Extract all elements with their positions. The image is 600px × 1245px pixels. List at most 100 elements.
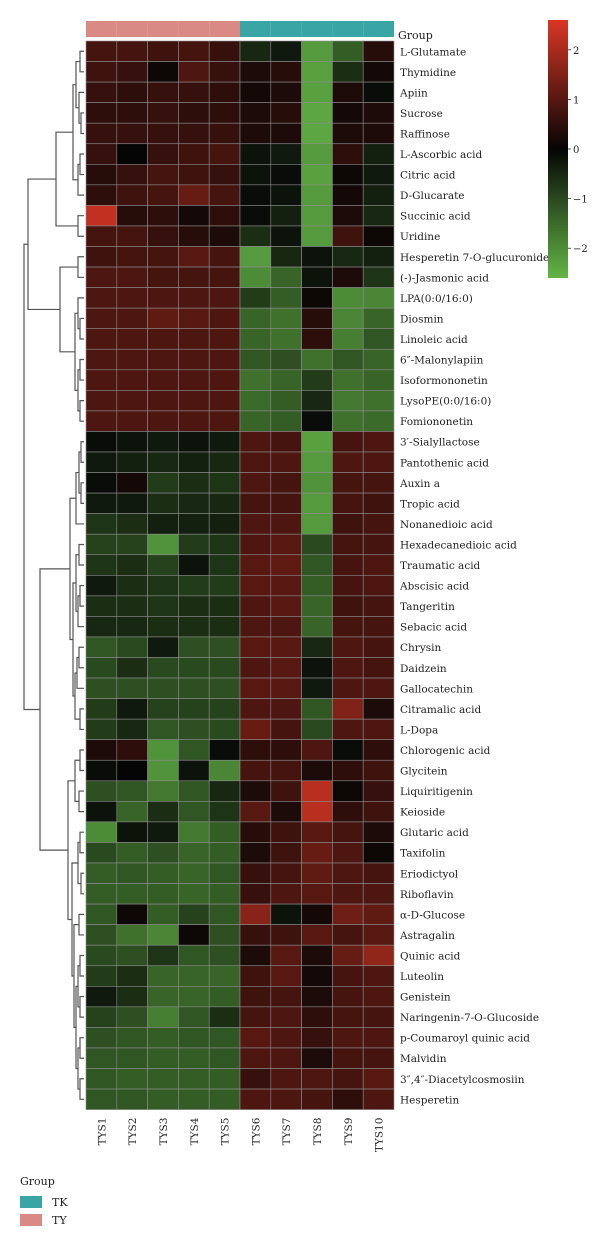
heatmap-cell [85, 1047, 118, 1069]
heatmap-cell [116, 513, 148, 535]
heatmap-cell [239, 348, 272, 371]
heatmap-cell [147, 1027, 179, 1049]
heatmap-cell [332, 718, 364, 741]
heatmap-cell [239, 718, 272, 741]
heatmap-cell [332, 801, 364, 823]
heatmap-cell [85, 184, 118, 206]
heatmap-cell [362, 122, 395, 145]
heatmap-cell [362, 348, 395, 371]
heatmap-cell [239, 739, 272, 761]
heatmap-cell [178, 410, 210, 432]
heatmap-cell [332, 205, 364, 227]
heatmap-cell [332, 985, 364, 1008]
heatmap-cell [301, 61, 333, 83]
heatmap-cell [301, 821, 333, 843]
heatmap-cell [270, 965, 302, 987]
heatmap-cell [208, 574, 241, 597]
heatmap-cell [178, 883, 210, 905]
heatmap-cell [332, 1068, 364, 1090]
heatmap-cell [301, 944, 333, 967]
dendrogram-branch [79, 50, 84, 73]
heatmap-cell [116, 410, 148, 432]
heatmap-cell [208, 143, 241, 165]
heatmap-cell [116, 246, 148, 268]
heatmap-cell [270, 780, 302, 802]
heatmap-cell [301, 1006, 333, 1028]
row-label: L-Ascorbic acid [400, 149, 483, 161]
heatmap-cell [178, 122, 210, 145]
heatmap-cell [239, 677, 272, 699]
heatmap-cell [239, 225, 272, 247]
heatmap-cell [208, 451, 241, 473]
row-label: Hexadecanedioic acid [400, 539, 517, 551]
heatmap-cell [178, 143, 210, 165]
heatmap-cell [362, 328, 395, 350]
group-legend-item-ty: TY [20, 1212, 68, 1228]
heatmap-cell [332, 472, 364, 494]
heatmap-cell [178, 944, 210, 967]
heatmap-cell [85, 657, 118, 679]
dendrogram-branch [39, 568, 70, 851]
heatmap-cell [270, 985, 302, 1008]
heatmap-cell [85, 554, 118, 576]
row-label: 6″-Malonylapiin [400, 355, 484, 367]
heatmap-cell [178, 677, 210, 699]
heatmap-cell [301, 533, 333, 556]
heatmap-cell [208, 1068, 241, 1090]
group-bar-cell [363, 21, 394, 37]
heatmap-cell [270, 842, 302, 864]
heatmap-cell [85, 513, 118, 535]
heatmap-cell [270, 513, 302, 535]
heatmap-cell [270, 698, 302, 720]
heatmap-cell [178, 451, 210, 473]
heatmap-cell [362, 451, 395, 473]
heatmap-cell [270, 410, 302, 432]
heatmap-cell [85, 451, 118, 473]
heatmap-cell [85, 472, 118, 494]
heatmap-cell [178, 574, 210, 597]
heatmap-cell [116, 883, 148, 905]
row-label: L-Dopa [400, 724, 438, 736]
heatmap-cell [116, 307, 148, 329]
column-label: TYS9 [343, 1118, 355, 1146]
heatmap-cell [85, 616, 118, 638]
row-label: Succinic acid [400, 211, 471, 223]
row-label: Thymidine [400, 67, 456, 79]
heatmap-cell [270, 266, 302, 288]
heatmap-cell [301, 164, 333, 186]
row-label: p-Coumaroyl quinic acid [400, 1033, 530, 1045]
row-label: Naringenin-7-O-Glucoside [400, 1012, 539, 1024]
dendrogram-branch [79, 317, 84, 340]
row-label: Pantothenic acid [400, 457, 489, 469]
heatmap-cell [116, 184, 148, 206]
heatmap-cell [362, 636, 395, 658]
heatmap-cell [178, 842, 210, 864]
heatmap-cell [332, 554, 364, 576]
heatmap-cell [332, 225, 364, 247]
heatmap-cell [301, 513, 333, 535]
heatmap-cell [362, 903, 395, 925]
heatmap-cell [147, 164, 179, 186]
row-label: Sebacic acid [400, 622, 467, 634]
heatmap-cell [116, 1088, 148, 1110]
heatmap-cell [85, 205, 118, 227]
heatmap-cell [301, 677, 333, 699]
heatmap-cell [147, 801, 179, 823]
heatmap-cell [178, 184, 210, 206]
heatmap-cell [362, 595, 395, 617]
heatmap-cell [332, 1088, 364, 1110]
heatmap-cell [116, 81, 148, 103]
color-scale-tick-label: 2 [573, 46, 579, 57]
heatmap-cell [362, 821, 395, 843]
heatmap-cell [362, 759, 395, 782]
heatmap-cell [85, 369, 118, 391]
heatmap-cell [85, 924, 118, 946]
heatmap-cell [301, 924, 333, 946]
heatmap-cell [147, 657, 179, 679]
heatmap-cell [362, 842, 395, 864]
heatmap-cell [301, 759, 333, 782]
heatmap-cell [332, 698, 364, 720]
heatmap-cell [301, 328, 333, 350]
heatmap-cell [301, 307, 333, 329]
heatmap-cell [85, 40, 118, 62]
